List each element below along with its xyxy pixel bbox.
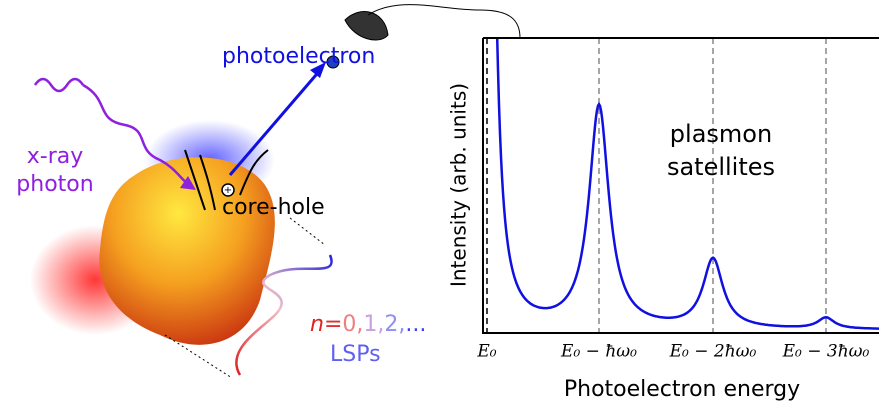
detector-cable (368, 5, 520, 38)
xray-label: photon (16, 172, 93, 197)
core-hole-label: core-hole (222, 195, 325, 220)
figure: + photoelectron x-ray photon core-hole n… (0, 0, 879, 412)
page: + photoelectron x-ray photon core-hole n… (0, 0, 879, 412)
y-axis-label: Intensity (arb. units) (447, 83, 471, 287)
x-tick-label: E₀ − ħω₀ (560, 342, 637, 362)
x-tick-label: E₀ (476, 342, 496, 362)
x-tick-label: E₀ − 3ħω₀ (782, 342, 870, 362)
mode-index: n (310, 312, 324, 337)
annotation: satellites (667, 153, 775, 181)
annotation: plasmon (670, 120, 772, 148)
mode-number: 0, (342, 312, 363, 337)
axes-frame (483, 38, 879, 333)
mode-label: n=0,1,2,... (310, 312, 426, 337)
x-tick-label: E₀ − 2ħω₀ (669, 342, 757, 362)
mode-number: ... (405, 312, 426, 337)
lsp-label: LSPs (330, 342, 381, 367)
electron-arrow (230, 68, 322, 175)
spectrum: E₀ E₀ − ħω₀ E₀ − 2ħω₀ E₀ − 3ħω₀ Photoele… (447, 30, 879, 402)
detector (345, 12, 388, 40)
photoelectron-label: photoelectron (222, 44, 375, 69)
mode-number: 2, (384, 312, 405, 337)
x-axis-label: Photoelectron energy (564, 377, 800, 402)
xray-label: x-ray (27, 144, 84, 169)
mode-number: 1, (363, 312, 384, 337)
equals: = (324, 312, 342, 337)
